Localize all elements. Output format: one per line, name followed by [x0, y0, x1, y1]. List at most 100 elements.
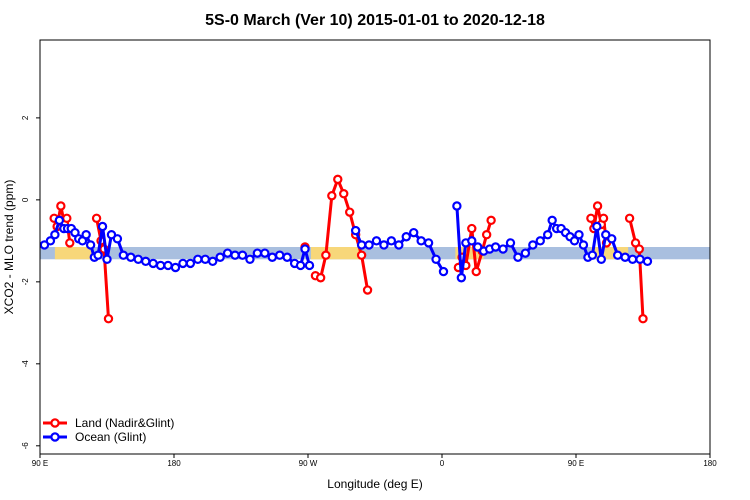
data-point	[456, 273, 467, 283]
data-point	[386, 236, 397, 246]
y-axis-label: XCO2 - MLO trend (ppm)	[2, 180, 16, 315]
data-point	[486, 215, 496, 226]
data-point	[50, 230, 60, 240]
y-tick-label: -4	[21, 360, 30, 368]
x-tick-label: 180	[703, 459, 717, 468]
data-point	[163, 260, 173, 271]
data-point	[596, 254, 607, 264]
data-point	[267, 252, 277, 262]
y-axis: 2 0 -2 -4 -6	[21, 115, 40, 449]
data-point	[208, 256, 218, 267]
data-point	[543, 230, 553, 240]
y-tick-label: 0	[21, 197, 30, 202]
data-point	[193, 254, 203, 264]
data-point	[490, 242, 501, 252]
data-point	[333, 174, 343, 185]
data-point	[535, 236, 545, 246]
data-point	[452, 201, 462, 211]
data-point	[304, 260, 315, 271]
data-point	[106, 230, 117, 240]
series-line	[628, 217, 645, 319]
data-point	[185, 258, 196, 269]
data-point	[520, 248, 531, 258]
data-point	[498, 244, 508, 254]
data-point	[620, 252, 630, 262]
x-tick-label: 0	[440, 459, 445, 468]
data-point	[65, 238, 75, 248]
x-axis: 90 E 180 90 W 0 90 E 180	[32, 454, 717, 468]
data-point	[327, 191, 337, 201]
data-point	[93, 250, 103, 260]
data-point	[62, 213, 72, 224]
reference-band-land-segment	[54, 247, 93, 260]
chart-title: 5S-0 March (Ver 10) 2015-01-01 to 2020-1…	[205, 12, 545, 29]
data-point	[638, 314, 648, 324]
x-axis-label: Longitude (deg E)	[327, 477, 422, 491]
data-point	[394, 240, 404, 250]
data-point	[215, 252, 225, 262]
data-point	[321, 250, 331, 260]
data-point	[344, 207, 355, 217]
data-point	[40, 240, 50, 250]
data-point	[364, 240, 374, 250]
data-point	[635, 254, 645, 264]
data-point	[222, 248, 233, 258]
data-point	[300, 244, 310, 254]
data-point	[467, 236, 477, 246]
data-point	[569, 236, 580, 246]
data-point	[601, 230, 611, 240]
legend-label: Ocean (Glint)	[75, 430, 146, 444]
legend-item-land: Land (Nadir&Glint)	[43, 416, 174, 430]
data-point	[642, 256, 653, 267]
data-point	[587, 250, 598, 260]
legend-item-ocean: Ocean (Glint)	[43, 430, 146, 444]
legend-marker	[50, 418, 60, 428]
data-point	[356, 250, 367, 260]
data-point	[547, 215, 557, 226]
data-point	[607, 234, 617, 244]
x-tick-label: 90 W	[299, 459, 318, 468]
data-point	[586, 213, 596, 224]
data-point	[45, 236, 56, 246]
data-point	[245, 254, 255, 264]
plot-frame	[39, 39, 711, 455]
y-tick-label: 2	[21, 115, 30, 120]
data-point	[275, 250, 285, 260]
data-point	[126, 252, 136, 262]
plot-contents	[40, 174, 710, 324]
data-point	[592, 221, 602, 232]
data-point	[170, 262, 181, 273]
x-tick-label: 90 E	[568, 459, 584, 468]
reference-band-land-segment	[310, 247, 362, 260]
data-point	[356, 240, 367, 250]
y-tick-label: -6	[21, 442, 30, 450]
series-ocean	[40, 201, 653, 283]
data-point	[574, 230, 584, 240]
data-point	[416, 236, 426, 246]
data-point	[401, 232, 411, 242]
data-point	[339, 189, 349, 199]
data-point	[467, 223, 477, 234]
data-point	[624, 213, 635, 224]
data-point	[118, 250, 129, 260]
data-point	[178, 258, 188, 269]
data-point	[54, 215, 65, 226]
data-point	[634, 244, 644, 254]
data-point	[282, 252, 292, 262]
data-point	[379, 240, 389, 250]
data-point	[56, 201, 66, 211]
data-point	[409, 227, 419, 238]
data-point	[237, 250, 248, 260]
data-point	[362, 285, 373, 295]
data-point	[260, 248, 270, 258]
data-point	[612, 250, 623, 260]
data-point	[85, 240, 96, 250]
data-point	[592, 201, 603, 211]
data-point	[350, 225, 361, 236]
y-tick-label: -2	[21, 278, 30, 286]
data-point	[155, 260, 166, 271]
data-point	[230, 250, 240, 260]
data-point	[91, 213, 102, 224]
data-point	[471, 266, 481, 277]
